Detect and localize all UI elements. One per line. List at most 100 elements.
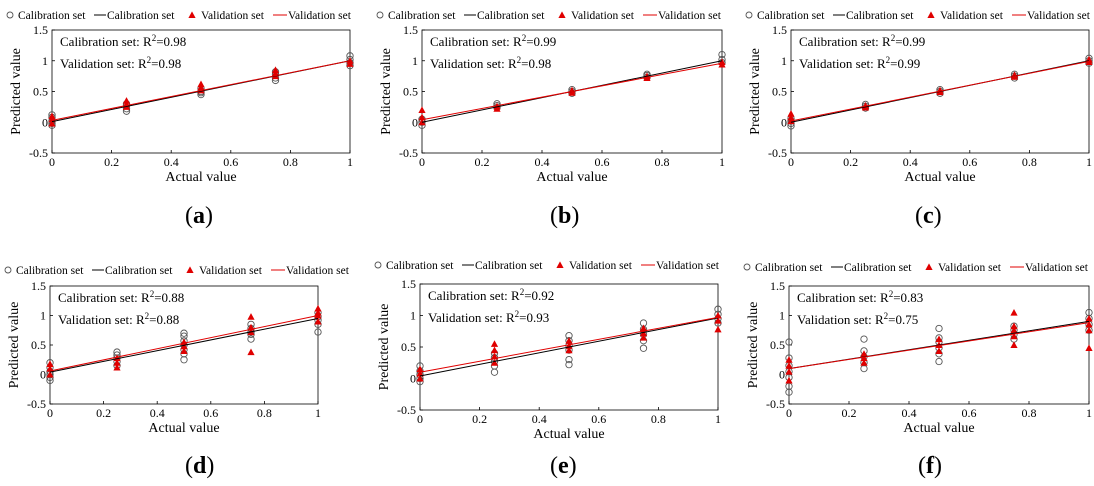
calibration-point-e-11 bbox=[565, 355, 573, 364]
x-axis-label-a: Actual value bbox=[165, 170, 236, 185]
validation-point-e-13 bbox=[714, 325, 722, 333]
x-tick-label-e-0: 0 bbox=[417, 412, 423, 426]
legend-marker-calibration-e bbox=[374, 261, 382, 269]
panel-label-e: (e) bbox=[550, 453, 577, 479]
validation-point-e-2 bbox=[416, 365, 424, 373]
validation-point-d-12 bbox=[247, 313, 255, 320]
validation-point-d-0 bbox=[46, 370, 54, 378]
annotation-validation-value-b: =0.98 bbox=[521, 56, 551, 71]
legend-b: Calibration set Calibration set Validation… bbox=[376, 10, 722, 22]
validation-fit-line-a bbox=[51, 60, 351, 121]
x-tick-label-a-3: 0.6 bbox=[223, 155, 238, 169]
validation-point-f-10 bbox=[1010, 341, 1018, 349]
calibration-point-d-17 bbox=[180, 329, 188, 337]
legend-label-calibration-line-b: Calibration set bbox=[477, 10, 545, 22]
calibration-point-f-0 bbox=[785, 388, 793, 396]
validation-point-f-0 bbox=[785, 376, 793, 384]
annotation-validation-superscript-f: 2 bbox=[884, 311, 889, 321]
y-tick-label-b-3: 1 bbox=[412, 54, 418, 68]
y-axis-label-f: Predicted value bbox=[746, 302, 761, 389]
x-axis-label-b: Actual value bbox=[536, 170, 607, 185]
validation-point-e-10 bbox=[639, 333, 648, 341]
y-tick-label-a-3: 1 bbox=[42, 54, 48, 68]
annotation-validation-superscript-d: 2 bbox=[145, 311, 150, 321]
legend-label-validation-points-f: Validation set bbox=[938, 262, 1002, 274]
calibration-point-b-14 bbox=[718, 50, 726, 59]
panel-label-f: (f) bbox=[918, 453, 942, 479]
legend-label-calibration-line-a: Calibration set bbox=[107, 10, 175, 22]
legend-marker-validation-f bbox=[925, 263, 933, 271]
annotation-calibration-f: Calibration set: R2=0.83 bbox=[797, 289, 923, 305]
validation-point-a-11 bbox=[271, 66, 280, 74]
annotation-calibration-superscript-f: 2 bbox=[889, 289, 894, 299]
legend-marker-calibration-b bbox=[376, 11, 384, 19]
legend-label-validation-line-c: Validation set bbox=[1027, 10, 1091, 22]
y-tick-label-b-2: 0.5 bbox=[403, 85, 418, 99]
panel-label-f-letter: f bbox=[926, 453, 934, 479]
validation-point-f-7 bbox=[935, 347, 943, 354]
x-tick-label-f-1: 0.2 bbox=[842, 406, 857, 420]
y-tick-label-b-0: -0.5 bbox=[399, 146, 418, 160]
panel-label-c-letter: c bbox=[923, 203, 934, 229]
y-tick-label-f-0: -0.5 bbox=[766, 397, 785, 411]
x-tick-label-a-2: 0.4 bbox=[164, 155, 179, 169]
y-tick-label-e-0: -0.5 bbox=[397, 403, 416, 417]
legend-label-calibration-points-c: Calibration set bbox=[757, 10, 825, 22]
calibration-point-d-23 bbox=[314, 328, 322, 336]
validation-point-e-0 bbox=[416, 374, 424, 382]
x-tick-label-d-0: 0 bbox=[47, 406, 53, 420]
y-tick-label-e-2: 0.5 bbox=[401, 340, 416, 354]
validation-point-e-5 bbox=[490, 346, 499, 354]
validation-point-e-12 bbox=[639, 324, 648, 332]
validation-point-b-1 bbox=[418, 113, 426, 121]
y-tick-label-c-1: 0 bbox=[781, 115, 787, 129]
panel-label-b: (b) bbox=[550, 203, 580, 229]
validation-point-e-7 bbox=[565, 346, 573, 354]
x-tick-label-f-0: 0 bbox=[786, 406, 792, 420]
validation-point-c-2 bbox=[787, 110, 795, 117]
calibration-point-f-11 bbox=[860, 335, 868, 343]
annotation-validation-value-c: =0.99 bbox=[890, 56, 920, 71]
annotation-validation-superscript-e: 2 bbox=[515, 309, 520, 319]
legend-label-calibration-line-d: Calibration set bbox=[105, 265, 173, 277]
validation-point-d-16 bbox=[314, 304, 322, 312]
x-tick-label-d-4: 0.8 bbox=[257, 406, 272, 420]
legend-label-calibration-points-a: Calibration set bbox=[18, 10, 86, 22]
calibration-point-f-7 bbox=[860, 364, 868, 373]
legend-label-validation-points-e: Validation set bbox=[569, 260, 633, 272]
panel-label-a-letter: a bbox=[193, 203, 205, 229]
legend-f: Calibration set Calibration set Validation… bbox=[743, 262, 1089, 274]
x-tick-label-b-0: 0 bbox=[419, 155, 425, 169]
x-tick-label-c-3: 0.6 bbox=[962, 155, 977, 169]
annotation-calibration-superscript-a: 2 bbox=[152, 33, 157, 43]
validation-point-f-5 bbox=[860, 354, 868, 362]
legend-label-calibration-line-f: Calibration set bbox=[844, 262, 912, 274]
validation-fit-line-e bbox=[419, 316, 719, 373]
y-tick-label-b-1: 0 bbox=[412, 115, 418, 129]
annotation-validation-value-d: =0.88 bbox=[149, 312, 179, 327]
annotation-calibration-superscript-d: 2 bbox=[150, 289, 155, 299]
legend-label-validation-line-b: Validation set bbox=[658, 10, 722, 22]
validation-point-f-18 bbox=[1085, 314, 1093, 322]
x-tick-label-f-2: 0.4 bbox=[902, 406, 917, 420]
panel-label-d-letter: d bbox=[193, 453, 207, 479]
x-tick-label-f-3: 0.6 bbox=[962, 406, 977, 420]
legend-label-calibration-points-d: Calibration set bbox=[16, 265, 84, 277]
validation-point-f-6 bbox=[860, 350, 868, 357]
legend-label-validation-line-d: Validation set bbox=[286, 265, 350, 277]
annotation-validation-f: Validation set: R2=0.75 bbox=[797, 311, 918, 327]
legend-label-validation-points-c: Validation set bbox=[940, 10, 1004, 22]
x-tick-label-b-1: 0.2 bbox=[475, 155, 490, 169]
validation-point-f-17 bbox=[1085, 320, 1093, 328]
validation-point-f-3 bbox=[785, 356, 793, 363]
x-tick-label-f-4: 0.8 bbox=[1022, 406, 1037, 420]
annotation-validation-value-a: =0.98 bbox=[151, 56, 181, 71]
annotation-validation-superscript-a: 2 bbox=[147, 55, 152, 65]
annotation-calibration-value-d: =0.88 bbox=[154, 290, 184, 305]
panel-label-e-letter: e bbox=[558, 453, 569, 479]
